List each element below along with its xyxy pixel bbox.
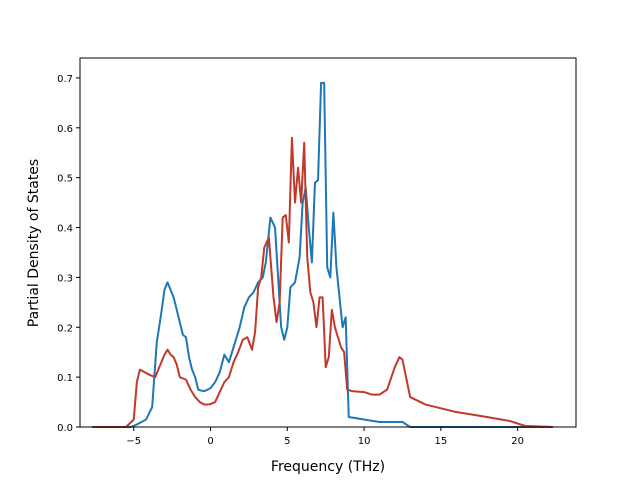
series-line-2 <box>92 136 554 428</box>
y-tick-label: 0.1 <box>57 373 73 384</box>
x-tick-label: −5 <box>126 436 141 447</box>
x-tick-label: 20 <box>511 436 524 447</box>
y-axis-title: Partial Density of States <box>26 159 42 327</box>
series-line-1 <box>92 81 553 428</box>
x-axis-ticks: −5 0 5 10 15 20 <box>126 427 524 447</box>
x-axis-title: Frequency (THz) <box>271 459 385 475</box>
y-tick-label: 0.3 <box>57 273 73 284</box>
x-tick-label: 0 <box>207 436 213 447</box>
x-tick-label: 5 <box>284 436 290 447</box>
y-tick-label: 0.5 <box>57 174 73 185</box>
y-tick-label: 0.0 <box>57 423 73 434</box>
y-tick-label: 0.2 <box>57 323 73 334</box>
y-tick-label: 0.4 <box>57 224 73 235</box>
x-tick-label: 10 <box>358 436 371 447</box>
x-tick-label: 15 <box>434 436 447 447</box>
y-tick-label: 0.6 <box>57 124 73 135</box>
plot-frame <box>79 57 577 428</box>
y-tick-label: 0.7 <box>57 74 73 85</box>
y-axis-ticks: 0.0 0.1 0.2 0.3 0.4 0.5 0.6 0.7 <box>57 74 80 434</box>
series-layer <box>92 81 554 428</box>
